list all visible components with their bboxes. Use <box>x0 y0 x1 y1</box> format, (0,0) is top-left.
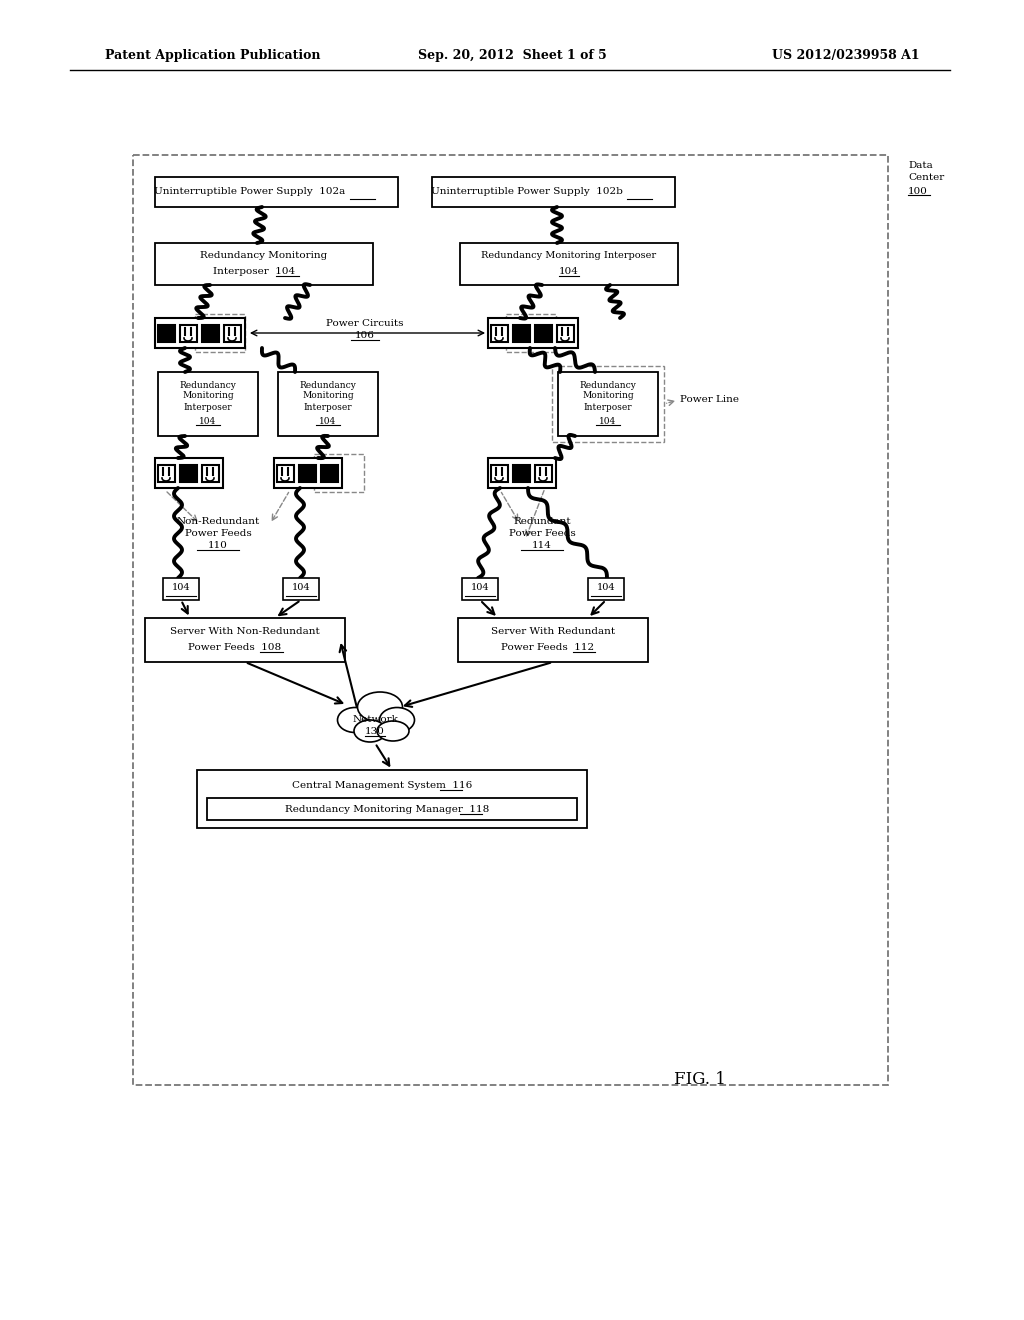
FancyBboxPatch shape <box>512 465 529 482</box>
FancyBboxPatch shape <box>283 578 319 601</box>
Text: 114: 114 <box>532 541 552 550</box>
Text: Redundancy Monitoring: Redundancy Monitoring <box>201 252 328 260</box>
Ellipse shape <box>357 692 402 722</box>
Ellipse shape <box>380 708 415 733</box>
Text: 106: 106 <box>355 331 375 341</box>
FancyBboxPatch shape <box>432 177 675 207</box>
FancyBboxPatch shape <box>299 465 315 482</box>
FancyBboxPatch shape <box>207 799 577 820</box>
FancyBboxPatch shape <box>197 770 587 828</box>
Text: Redundancy: Redundancy <box>300 380 356 389</box>
Text: 104: 104 <box>172 582 190 591</box>
Text: 130: 130 <box>366 727 385 737</box>
Text: Sep. 20, 2012  Sheet 1 of 5: Sep. 20, 2012 Sheet 1 of 5 <box>418 49 606 62</box>
Text: US 2012/0239958 A1: US 2012/0239958 A1 <box>772 49 920 62</box>
FancyBboxPatch shape <box>179 325 197 342</box>
Text: Center: Center <box>908 173 944 182</box>
FancyBboxPatch shape <box>202 465 218 482</box>
Text: Monitoring: Monitoring <box>583 392 634 400</box>
Text: Monitoring: Monitoring <box>302 392 354 400</box>
FancyBboxPatch shape <box>179 465 197 482</box>
FancyBboxPatch shape <box>556 325 573 342</box>
FancyBboxPatch shape <box>145 618 345 663</box>
Text: 104: 104 <box>292 582 310 591</box>
Text: 110: 110 <box>208 541 228 550</box>
FancyBboxPatch shape <box>155 458 223 488</box>
Ellipse shape <box>377 721 409 741</box>
FancyBboxPatch shape <box>490 465 508 482</box>
FancyBboxPatch shape <box>155 177 398 207</box>
FancyBboxPatch shape <box>163 578 199 601</box>
FancyBboxPatch shape <box>155 243 373 285</box>
Text: Server With Non-Redundant: Server With Non-Redundant <box>170 627 319 636</box>
FancyBboxPatch shape <box>512 325 529 342</box>
FancyBboxPatch shape <box>535 465 552 482</box>
FancyBboxPatch shape <box>488 318 578 348</box>
Text: Monitoring: Monitoring <box>182 392 233 400</box>
FancyBboxPatch shape <box>535 325 552 342</box>
FancyBboxPatch shape <box>202 325 218 342</box>
FancyBboxPatch shape <box>458 618 648 663</box>
Text: Uninterruptible Power Supply  102b: Uninterruptible Power Supply 102b <box>431 187 623 197</box>
Text: Redundancy Monitoring Interposer: Redundancy Monitoring Interposer <box>481 252 656 260</box>
Text: Power Feeds  112: Power Feeds 112 <box>502 644 595 652</box>
Text: Server With Redundant: Server With Redundant <box>490 627 615 636</box>
Text: 104: 104 <box>471 582 489 591</box>
Text: Power Feeds  108: Power Feeds 108 <box>188 644 282 652</box>
Text: Interposer: Interposer <box>304 403 352 412</box>
FancyBboxPatch shape <box>321 465 338 482</box>
Text: 104: 104 <box>319 417 337 425</box>
Text: Redundancy: Redundancy <box>179 380 237 389</box>
Ellipse shape <box>354 719 386 742</box>
FancyBboxPatch shape <box>274 458 342 488</box>
Text: Interposer  104: Interposer 104 <box>213 267 295 276</box>
FancyBboxPatch shape <box>278 372 378 436</box>
Text: 104: 104 <box>597 582 615 591</box>
FancyBboxPatch shape <box>558 372 658 436</box>
Ellipse shape <box>338 708 373 733</box>
FancyBboxPatch shape <box>276 465 294 482</box>
Text: Central Management System  116: Central Management System 116 <box>292 781 472 791</box>
Text: Power Feeds: Power Feeds <box>509 529 575 539</box>
Text: Power Circuits: Power Circuits <box>327 318 403 327</box>
Text: Data: Data <box>908 161 933 169</box>
FancyBboxPatch shape <box>490 325 508 342</box>
FancyBboxPatch shape <box>158 465 174 482</box>
FancyBboxPatch shape <box>460 243 678 285</box>
FancyBboxPatch shape <box>155 318 245 348</box>
Text: Redundant: Redundant <box>513 517 570 527</box>
Text: Redundancy: Redundancy <box>580 380 637 389</box>
FancyBboxPatch shape <box>158 372 258 436</box>
Text: Uninterruptible Power Supply  102a: Uninterruptible Power Supply 102a <box>155 187 346 197</box>
Text: Patent Application Publication: Patent Application Publication <box>105 49 321 62</box>
FancyBboxPatch shape <box>488 458 556 488</box>
Text: 104: 104 <box>599 417 616 425</box>
Text: 104: 104 <box>559 267 579 276</box>
FancyBboxPatch shape <box>223 325 241 342</box>
Text: Network: Network <box>352 715 398 725</box>
FancyBboxPatch shape <box>158 325 174 342</box>
Text: Power Line: Power Line <box>680 396 739 404</box>
Text: 104: 104 <box>200 417 217 425</box>
Text: Redundancy Monitoring Manager  118: Redundancy Monitoring Manager 118 <box>285 804 489 813</box>
Text: Interposer: Interposer <box>584 403 632 412</box>
FancyBboxPatch shape <box>462 578 498 601</box>
Text: Power Feeds: Power Feeds <box>184 529 251 539</box>
Text: FIG. 1: FIG. 1 <box>674 1072 726 1089</box>
FancyBboxPatch shape <box>588 578 624 601</box>
Text: Non-Redundant: Non-Redundant <box>176 517 260 527</box>
Text: Interposer: Interposer <box>183 403 232 412</box>
Text: 100: 100 <box>908 186 928 195</box>
